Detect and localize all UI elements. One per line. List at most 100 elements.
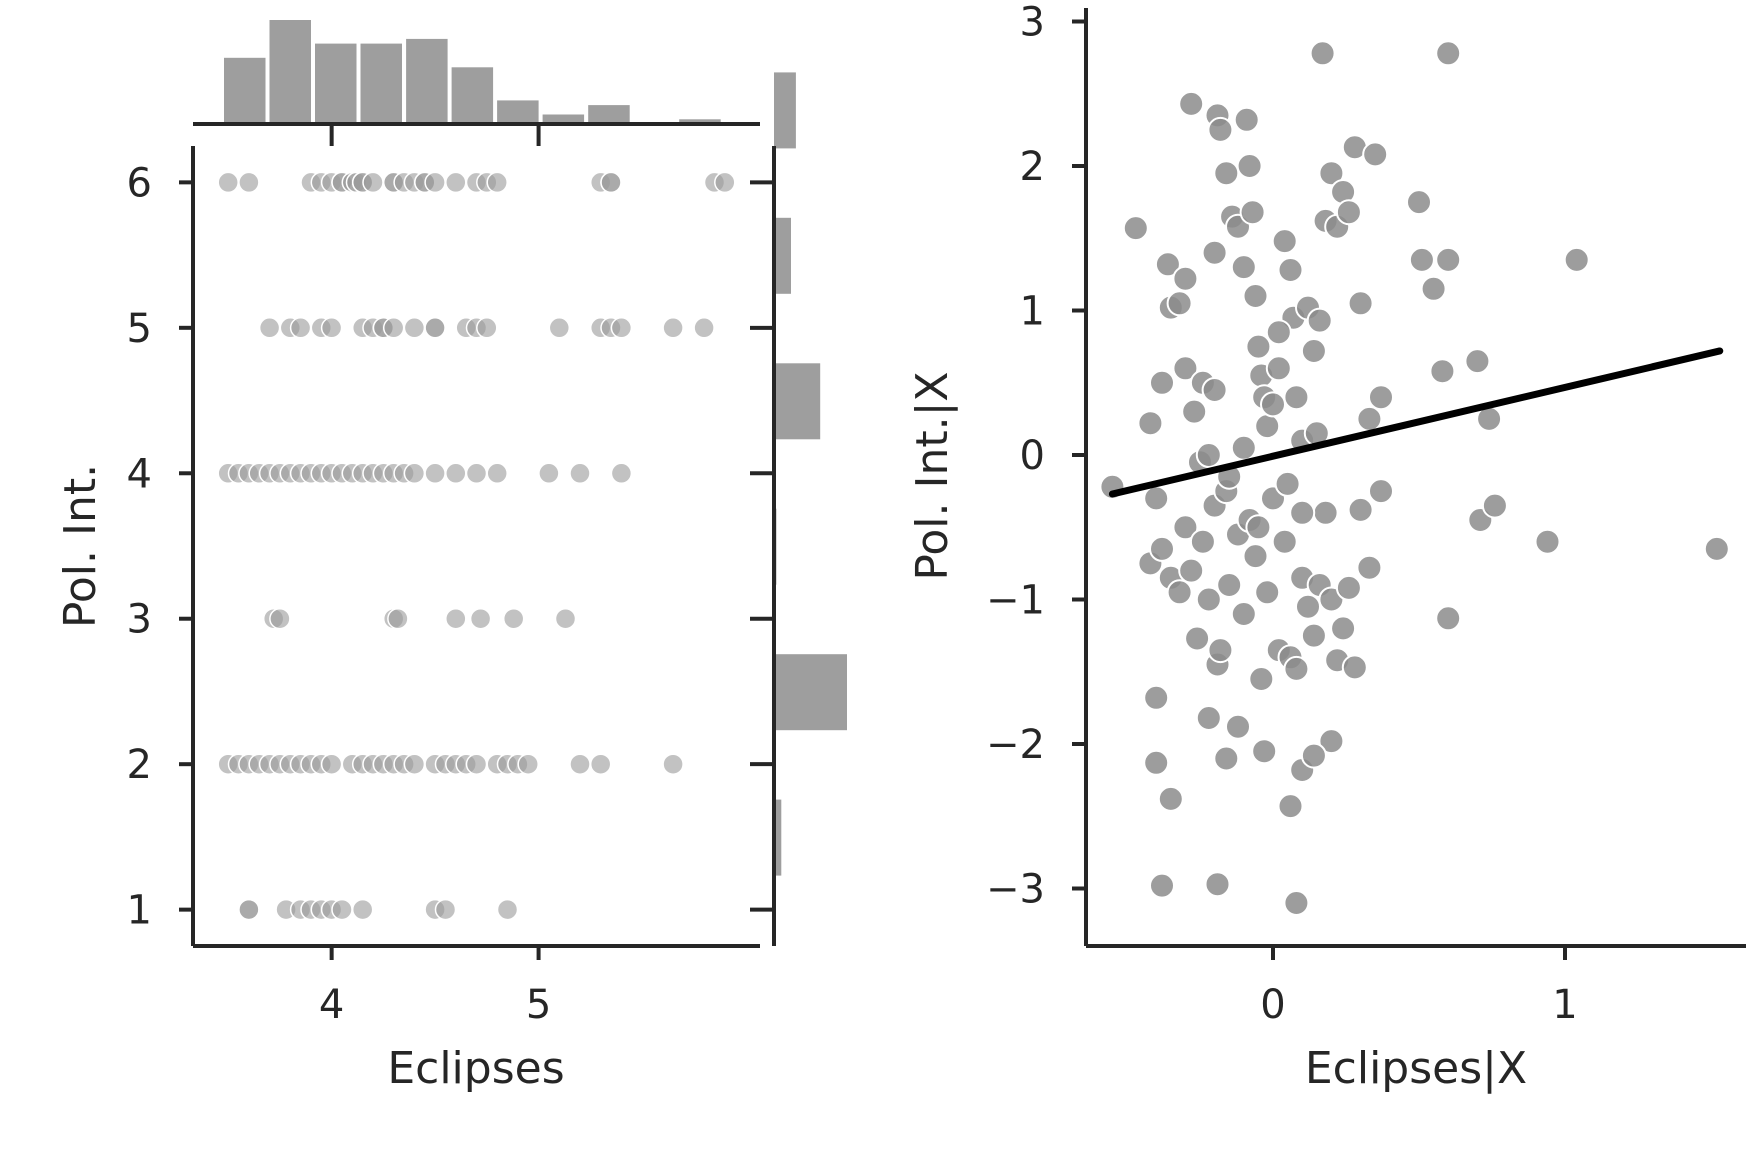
scatter-point [1154,251,1181,278]
y-tick-label: 3 [1020,0,1045,46]
y-tick-label: 1 [1020,289,1045,335]
scatter-point [1230,434,1257,461]
scatter-point [1143,684,1170,711]
left-x-axis-label: Eclipses [387,1043,564,1094]
scatter-point [1178,557,1205,584]
y-tick-label: 1 [127,888,152,934]
scatter-point [1289,499,1316,526]
y-tick-label: 6 [127,160,152,206]
scatter-point [476,317,498,339]
scatter-point [1330,615,1357,642]
scatter-point [1172,514,1199,541]
scatter-point [434,898,457,921]
scatter-point [1245,333,1272,360]
scatter-point [1149,369,1175,396]
scatter-point [1356,554,1383,581]
scatter-point [351,898,374,921]
scatter-point [362,171,384,194]
scatter-point [1318,160,1345,187]
y-tick-label: 5 [127,306,152,352]
scatter-point [465,462,488,485]
scatter-point [1260,391,1286,418]
scatter-point [1242,543,1269,570]
scatter-point [569,753,591,775]
scatter-point [589,753,612,775]
scatter-point [1335,574,1362,601]
scatter-point [548,317,571,339]
scatter-point [1335,199,1362,226]
scatter-point [403,462,426,485]
right-x-axis-label: Eclipses|X [1305,1043,1527,1094]
scatter-point [1435,246,1462,273]
y-tick-label: 2 [127,742,152,788]
scatter-point [1295,593,1321,620]
scatter-point [382,317,405,339]
scatter-point [1274,470,1301,497]
scatter-point [1149,535,1175,562]
scatter-point [1265,319,1292,346]
scatter-point [1563,246,1590,273]
y-tick-label: 3 [127,597,152,643]
marginal-x-bar [451,67,494,124]
scatter-point [1157,785,1184,812]
scatter-point [1195,586,1222,613]
scatter-point [331,898,353,921]
left-scatter-points [217,171,736,921]
scatter-point [714,171,736,194]
y-tick-label: −3 [986,867,1045,913]
scatter-point [1213,160,1240,187]
scatter-point [1207,116,1234,143]
scatter-point [1248,666,1275,692]
scatter-point [1178,90,1205,117]
scatter-point [486,462,508,485]
marginal-x-bar [315,43,357,124]
y-tick-label: −1 [986,578,1045,624]
scatter-point [1122,215,1149,242]
marginal-y-bar [774,72,796,149]
scatter-point [258,317,281,339]
scatter-point [320,317,343,339]
marginal-x-bar [588,105,630,124]
scatter-point [1254,579,1281,606]
scatter-point [662,317,684,339]
scatter-point [502,607,525,630]
scatter-point [1233,106,1260,133]
scatter-point [1435,40,1462,67]
scatter-point [1213,745,1240,772]
right-y-ticks: −3 −2 −1 0 1 2 3 [986,0,1086,913]
scatter-point [445,607,467,630]
marginal-y-bar [774,217,791,294]
scatter-point [1306,307,1333,334]
marginal-x-histogram [224,20,721,124]
scatter-point [1277,257,1304,283]
scatter-point [1254,413,1281,440]
scatter-point [1230,601,1257,627]
scatter-point [1201,377,1228,403]
scatter-point [1137,410,1164,437]
scatter-point [1356,405,1383,432]
right-y-axis-label: Pol. Int.|X [907,371,958,580]
scatter-point [517,753,539,775]
scatter-point [1149,872,1175,899]
scatter-point [569,462,591,485]
scatter-point [289,317,312,339]
scatter-point [320,753,343,775]
scatter-point [269,607,291,630]
scatter-point [1406,189,1432,216]
scatter-point [1143,485,1170,512]
scatter-point [1251,738,1278,765]
scatter-point [424,317,446,339]
scatter-point [1347,290,1374,317]
scatter-point [1309,40,1336,67]
scatter-point [1408,246,1435,273]
scatter-point [1225,713,1251,740]
scatter-point [424,171,446,194]
scatter-point [1318,728,1345,755]
scatter-point [1341,654,1368,681]
scatter-point [1216,572,1243,598]
marginal-y-bar [774,654,847,731]
scatter-point [693,317,715,339]
scatter-point [610,317,633,339]
